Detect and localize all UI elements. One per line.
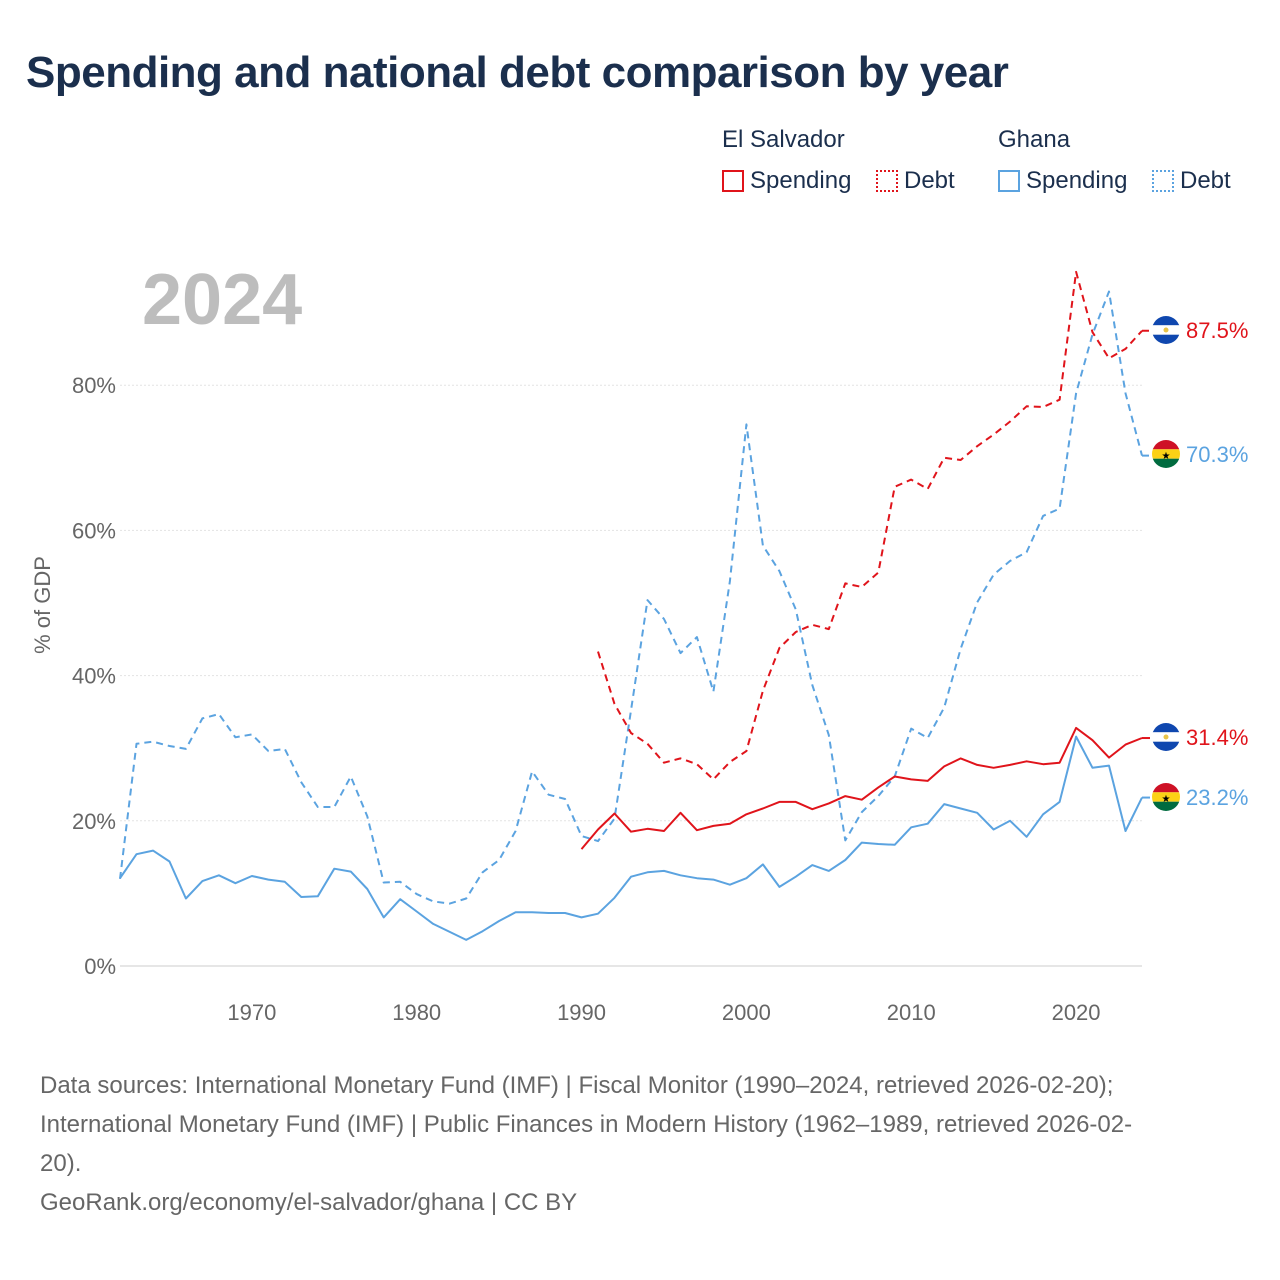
legend-label: Spending: [750, 167, 852, 194]
legend-item-ghana-spending[interactable]: Spending: [998, 166, 1127, 196]
y-tick-label: 80%: [72, 373, 116, 398]
legend-country-ghana: Ghana: [998, 126, 1071, 153]
legend-label: Debt: [904, 167, 955, 194]
series-line-ghana-debt[interactable]: [119, 290, 1143, 905]
legend-country-el-salvador: El Salvador: [722, 126, 845, 153]
dotted-swatch-icon: [1152, 170, 1174, 192]
legend-item-ghana-debt[interactable]: Debt: [1152, 166, 1231, 196]
x-tick-label: 2000: [722, 1000, 771, 1025]
grid-lines: [120, 384, 1142, 967]
legend-label: Debt: [1180, 167, 1231, 194]
svg-text:★: ★: [1162, 794, 1171, 805]
solid-swatch-icon: [722, 170, 744, 192]
x-tick-label: 2010: [887, 1000, 936, 1025]
source-link[interactable]: GeoRank.org/economy/el-salvador/ghana | …: [40, 1189, 578, 1216]
x-tick-label: 1990: [557, 1000, 606, 1025]
legend-label: Spending: [1026, 167, 1128, 194]
y-axis: 0% 20% 40% 60% 80%: [72, 373, 116, 979]
solid-swatch-icon: [998, 170, 1020, 192]
source-notes: Data sources: International Monetary Fun…: [40, 1066, 1240, 1222]
end-label-el-salvador-spending: 31.4%: [1186, 725, 1248, 750]
y-tick-label: 40%: [72, 664, 116, 689]
legend: El Salvador Spending Debt Ghana Spending…: [0, 122, 1280, 212]
legend-item-el-salvador-debt[interactable]: Debt: [876, 166, 955, 196]
el-salvador-flag-icon: [1152, 316, 1180, 344]
end-label-ghana-spending: 23.2%: [1186, 785, 1248, 810]
series-group: [119, 270, 1150, 941]
x-tick-label: 2020: [1052, 1000, 1101, 1025]
x-axis: 1970 1980 1990 2000 2010 2020: [227, 1000, 1100, 1025]
x-tick-label: 1980: [392, 1000, 441, 1025]
svg-text:★: ★: [1162, 451, 1171, 462]
y-tick-label: 0%: [84, 954, 116, 979]
source-line: 20).: [40, 1150, 82, 1177]
x-tick-label: 1970: [227, 1000, 276, 1025]
ghana-flag-icon: ★: [1152, 783, 1180, 811]
year-label: 2024: [142, 260, 302, 340]
dotted-swatch-icon: [876, 170, 898, 192]
legend-item-el-salvador-spending[interactable]: Spending: [722, 166, 851, 196]
ghana-flag-icon: ★: [1152, 440, 1180, 468]
series-line-ghana-spending[interactable]: [119, 735, 1143, 941]
chart-title: Spending and national debt comparison by…: [26, 48, 1009, 97]
y-axis-label: % of GDP: [30, 556, 55, 654]
series-line-el-salvador-spending[interactable]: [580, 726, 1143, 850]
source-line: Data sources: International Monetary Fun…: [40, 1072, 1114, 1099]
y-tick-label: 60%: [72, 518, 116, 543]
end-label-el-salvador-debt: 87.5%: [1186, 318, 1248, 343]
y-tick-label: 20%: [72, 809, 116, 834]
el-salvador-flag-icon: [1152, 723, 1180, 751]
end-label-ghana-debt: 70.3%: [1186, 442, 1248, 467]
source-line: International Monetary Fund (IMF) | Publ…: [40, 1111, 1133, 1138]
series-line-el-salvador-debt[interactable]: [597, 270, 1143, 781]
